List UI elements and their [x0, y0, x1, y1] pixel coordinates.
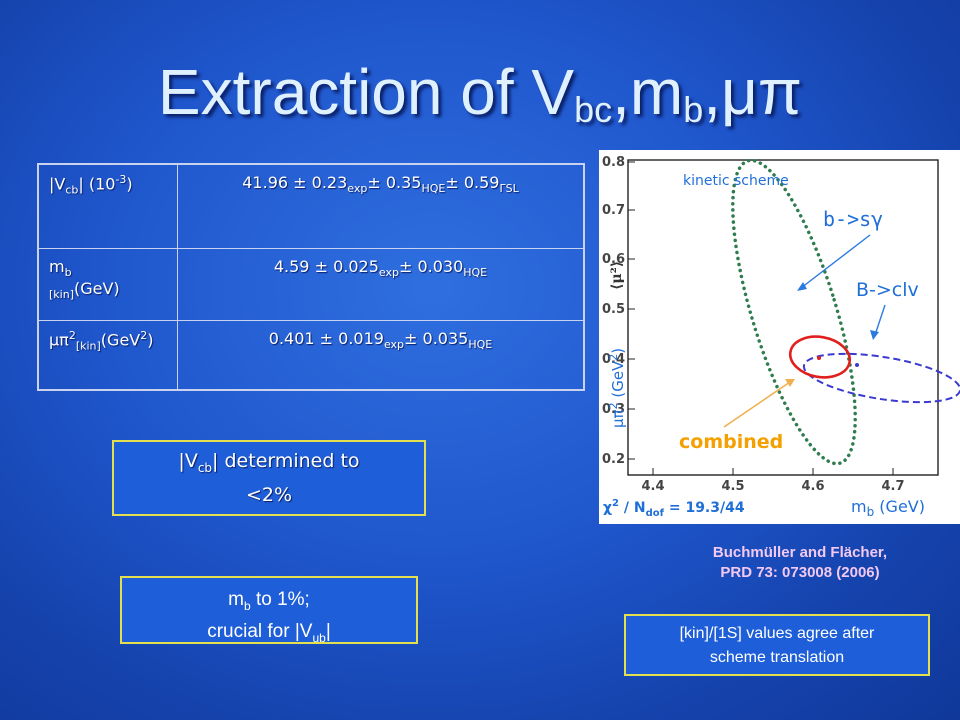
x-tick-label: 4.4 — [641, 479, 664, 494]
blnu-center-point — [855, 363, 859, 367]
bsgamma-label: b->sγ — [823, 207, 883, 231]
mb-label: mb [kin](GeV) — [37, 247, 178, 321]
bsgamma-arrowhead — [797, 282, 807, 291]
bsgamma-ellipse — [731, 158, 857, 466]
results-table: |Vcb| (10-3) 41.96 ± 0.23exp± 0.35HQE± 0… — [37, 163, 585, 391]
y-axis: 0.2 0.3 0.4 0.5 0.6 0.7 0.8 — [602, 155, 635, 467]
y-tick-label: 0.7 — [602, 203, 625, 218]
bsgamma-arrow — [800, 234, 871, 289]
scheme-agreement-box: [kin]/[1S] values agree after scheme tran… — [624, 614, 930, 676]
mb-value: 4.59 ± 0.025exp± 0.030HQE — [177, 247, 585, 321]
table-row: μπ2[kin](GeV2) 0.401 ± 0.019exp± 0.035HQ… — [37, 319, 585, 391]
vcb-value: 41.96 ± 0.23exp± 0.35HQE± 0.59ΓSL — [177, 163, 585, 249]
combined-ellipse — [788, 335, 852, 379]
blnu-arrow — [874, 304, 886, 336]
citation: Buchmüller and Flächer, PRD 73: 073008 (2… — [712, 544, 888, 581]
x-tick-label: 4.5 — [721, 479, 744, 494]
combined-arrow — [723, 381, 791, 428]
slide-title: Extraction of Vbc,mb,μπ — [157, 56, 803, 130]
plot-background — [599, 150, 960, 524]
y-tick-label: 0.6 — [602, 252, 625, 267]
vcb-precision-box: |Vcb| determined to <2% — [112, 440, 426, 516]
blnu-arrowhead — [870, 330, 879, 340]
mupi-label: μπ2[kin](GeV2) — [37, 319, 178, 391]
combined-center-point — [817, 356, 821, 360]
table-row: |Vcb| (10-3) 41.96 ± 0.23exp± 0.35HQE± 0… — [37, 163, 585, 249]
table-row: mb [kin](GeV) 4.59 ± 0.025exp± 0.030HQE — [37, 247, 585, 321]
combined-label: combined — [679, 431, 783, 453]
x-axis: 4.4 4.5 4.6 4.7 — [641, 468, 905, 494]
x-tick-label: 4.6 — [801, 479, 824, 494]
plot-frame — [627, 159, 939, 476]
y-tick-label: 0.4 — [602, 352, 625, 367]
kinetic-scheme-label: kinetic scheme — [683, 173, 789, 189]
mupi-value: 0.401 ± 0.019exp± 0.035HQE — [177, 319, 585, 391]
y-tick-label: 0.2 — [602, 452, 625, 467]
chi2-label: χ2 / Ndof = 19.3/44 — [603, 498, 745, 519]
vcb-label: |Vcb| (10-3) — [37, 163, 178, 249]
fit-plot: 4.4 4.5 4.6 4.7 0.2 0.3 0.4 0.5 0.6 0.7 … — [599, 150, 960, 524]
blnu-ellipse — [802, 352, 960, 404]
mb-precision-box: mb to 1%; crucial for |Vub| — [120, 576, 418, 645]
y-axis-label: μπ2 (GeV2) — [607, 348, 627, 428]
x-tick-label: 4.7 — [881, 479, 904, 494]
y-tick-label: 0.5 — [602, 302, 625, 317]
frame-axis-label: ⟨μ²⟩ — [609, 261, 625, 290]
blnu-label: B->clv — [856, 279, 919, 301]
x-axis-label: mb (GeV) — [851, 497, 925, 519]
y-tick-label: 0.8 — [602, 155, 625, 170]
combined-arrowhead — [785, 379, 795, 387]
y-tick-label: 0.3 — [602, 402, 625, 417]
